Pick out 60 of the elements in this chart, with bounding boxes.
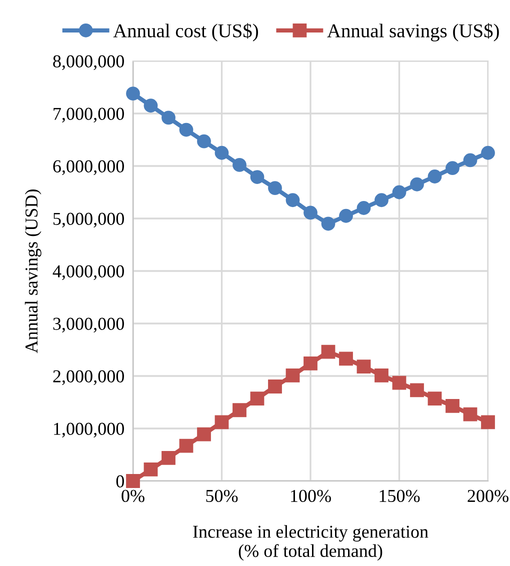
point [463, 153, 478, 168]
legend-label: Annual cost (US$) [113, 23, 258, 42]
point [304, 206, 318, 220]
point [250, 170, 264, 184]
point [374, 193, 388, 208]
point [286, 368, 300, 382]
point [126, 86, 140, 100]
x-tick-label: 0% [122, 490, 144, 502]
y-tick-label: 7,000,000 [54, 108, 124, 123]
point [428, 170, 442, 184]
point [144, 98, 158, 113]
y-tick-label: 6,000,000 [53, 160, 124, 176]
y-tick-label: 1,000,000 [54, 422, 124, 438]
point [410, 177, 424, 192]
point [321, 344, 336, 359]
point [481, 415, 495, 430]
point [286, 193, 300, 208]
point [232, 403, 246, 418]
point [144, 462, 158, 476]
point [304, 356, 318, 370]
x-axis-title: Increase in electricity generation (% of total demand) [193, 525, 428, 561]
point [268, 181, 282, 195]
point [232, 158, 246, 172]
y-tick-label: 5,000,000 [53, 212, 124, 228]
y-axis-title: Annual savings (USD) [24, 190, 42, 354]
x-tick-label: 150% [380, 490, 420, 502]
point [463, 407, 478, 422]
point [250, 392, 264, 406]
point [179, 122, 194, 137]
y-tick-label: 2,000,000 [53, 370, 124, 386]
point [339, 352, 353, 366]
y-tick-label: 8,000,000 [53, 55, 124, 70]
point [392, 376, 406, 390]
point [446, 398, 460, 413]
legend-label: Annual savings (US$) [327, 23, 499, 42]
point [428, 392, 442, 406]
y-tick-label: 0 [116, 475, 124, 488]
point [481, 146, 495, 160]
point [179, 438, 194, 453]
point [197, 134, 211, 148]
x-tick-label: 200% [468, 490, 508, 502]
x-tick-label: 50% [206, 490, 238, 502]
point [374, 368, 388, 382]
point [321, 216, 336, 231]
point [197, 427, 211, 442]
point [214, 415, 229, 430]
point [356, 201, 371, 215]
point [162, 450, 176, 465]
point [410, 383, 424, 398]
point [392, 185, 406, 200]
point [446, 161, 460, 176]
y-tick-label: 3,000,000 [53, 318, 124, 333]
point [356, 360, 371, 374]
x-tick-label: 100% [291, 490, 331, 502]
point [339, 208, 353, 223]
y-tick-label: 4,000,000 [52, 265, 124, 280]
point [214, 146, 229, 160]
point [268, 380, 282, 394]
point [126, 474, 140, 488]
point [162, 110, 176, 125]
